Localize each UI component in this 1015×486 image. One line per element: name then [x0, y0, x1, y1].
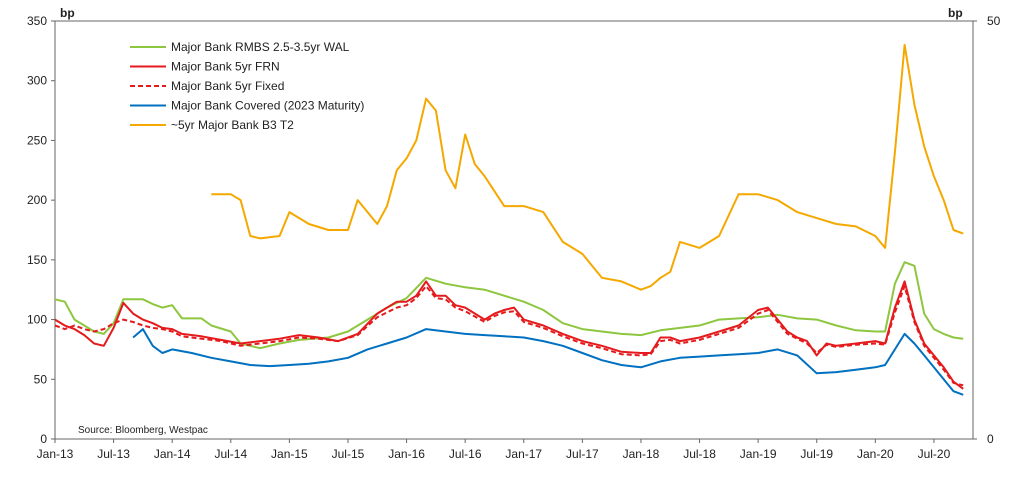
series-line-2 — [54, 280, 964, 390]
right-y-axis: 0 50 — [973, 14, 1001, 446]
x-tick-label: Jul-13 — [97, 447, 130, 461]
series-line-1 — [54, 261, 964, 350]
left-unit-label: bp — [60, 6, 75, 20]
left-tick-label: 150 — [27, 253, 47, 267]
series-line-5 — [211, 43, 964, 291]
series-layer — [54, 43, 964, 396]
x-tick-label: Jul-17 — [566, 447, 599, 461]
left-tick-label: 100 — [27, 313, 47, 327]
right-tick-label: 0 — [987, 432, 994, 446]
left-tick-label: 0 — [40, 432, 47, 446]
legend-label: Major Bank 5yr FRN — [171, 60, 280, 74]
x-tick-label: Jan-20 — [857, 447, 894, 461]
legend-label: Major Bank 5yr Fixed — [171, 79, 284, 93]
x-tick-label: Jul-15 — [332, 447, 365, 461]
left-tick-label: 250 — [27, 133, 47, 147]
x-tick-label: Jan-16 — [388, 447, 425, 461]
x-tick-label: Jan-17 — [505, 447, 542, 461]
x-axis: Jan-13 Jul-13 Jan-14 Jul-14 Jan-15 Jul-15 Jan-… — [37, 439, 951, 461]
series-line-3 — [54, 285, 964, 387]
left-tick-label: 50 — [34, 372, 48, 386]
x-tick-label: Jul-18 — [683, 447, 716, 461]
x-tick-label: Jan-15 — [271, 447, 308, 461]
right-tick-label: 50 — [987, 14, 1001, 28]
x-tick-label: Jul-19 — [800, 447, 833, 461]
left-tick-label: 300 — [27, 74, 47, 88]
plot-frame — [54, 20, 974, 440]
x-tick-label: Jul-16 — [449, 447, 482, 461]
right-unit-label: bp — [948, 6, 963, 20]
left-tick-label: 350 — [27, 14, 47, 28]
left-y-axis: 0 50 100 150 200 250 300 350 — [27, 14, 55, 446]
x-tick-label: Jan-13 — [37, 447, 74, 461]
source-note: Source: Bloomberg, Westpac — [78, 425, 208, 436]
x-tick-label: Jan-18 — [623, 447, 660, 461]
legend-label: Major Bank RMBS 2.5-3.5yr WAL — [171, 40, 350, 54]
legend: Major Bank RMBS 2.5-3.5yr WAL Major Bank … — [130, 40, 364, 132]
series-line-4 — [132, 328, 964, 396]
x-tick-label: Jul-14 — [214, 447, 247, 461]
x-tick-label: Jan-19 — [740, 447, 777, 461]
x-tick-label: Jan-14 — [154, 447, 191, 461]
legend-label: Major Bank Covered (2023 Maturity) — [171, 99, 364, 113]
x-tick-label: Jul-20 — [918, 447, 951, 461]
legend-label: ~5yr Major Bank B3 T2 — [171, 118, 294, 132]
left-tick-label: 200 — [27, 193, 47, 207]
